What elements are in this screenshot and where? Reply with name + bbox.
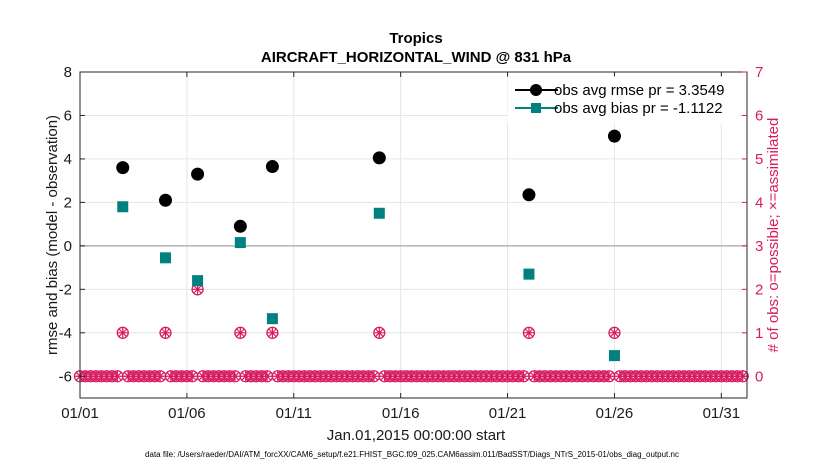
obs-count-assimilated-marker <box>374 327 385 338</box>
obs-count-assimilated-marker <box>267 327 278 338</box>
y-right-tick-label: 6 <box>755 107 763 124</box>
y-right-tick-label: 1 <box>755 325 763 342</box>
y-axis-label: rmse and bias (model - observation) <box>44 115 61 355</box>
rmse-point <box>522 188 536 202</box>
zero-count-assimilated-marker <box>229 371 240 382</box>
legend-bias-marker <box>531 103 541 113</box>
bias-point <box>117 201 129 213</box>
zero-count-assimilated-marker <box>604 371 615 382</box>
obs-count-assimilated-marker <box>235 327 246 338</box>
y-tick-label: 8 <box>64 64 72 81</box>
rmse-point <box>607 129 621 143</box>
y-tick-label: 2 <box>64 194 72 211</box>
y-tick-label: 4 <box>64 151 72 168</box>
y-right-tick-label: 4 <box>755 194 763 211</box>
x-tick-label: 01/31 <box>703 405 741 422</box>
y-tick-label: -6 <box>59 368 72 385</box>
bias-point <box>373 207 385 219</box>
x-tick-label: 01/01 <box>61 405 99 422</box>
obs-count-assimilated-marker <box>523 327 534 338</box>
obs-count-assimilated-marker <box>117 327 128 338</box>
y-tick-label: -4 <box>59 325 72 342</box>
bias-point <box>192 275 204 287</box>
y-tick-label: 0 <box>64 238 72 255</box>
footer-data-file: data file: /Users/raeder/DAI/ATM_forcXX/… <box>145 450 679 459</box>
rmse-point <box>191 167 205 181</box>
bias-point <box>160 252 172 264</box>
obs-count-assimilated-marker <box>609 327 620 338</box>
zero-count-assimilated-marker <box>112 371 123 382</box>
rmse-point <box>265 160 279 174</box>
legend-box <box>507 76 739 124</box>
zero-count-assimilated-marker <box>518 371 529 382</box>
zero-count-possible-marker <box>736 370 749 383</box>
chart-title: Tropics <box>389 30 442 47</box>
bias-point <box>523 268 535 280</box>
rmse-point <box>233 219 247 233</box>
chart-subtitle: AIRCRAFT_HORIZONTAL_WIND @ 831 hPa <box>261 49 572 66</box>
y-right-tick-label: 5 <box>755 151 763 168</box>
obs-count-possible-marker <box>608 326 621 339</box>
y-right-tick-label: 7 <box>755 64 763 81</box>
x-tick-label: 01/26 <box>596 405 634 422</box>
legend-bias-label: obs avg bias pr = -1.1122 <box>554 100 723 117</box>
axis-ticks: 01/01 01/06 01/11 01/16 01/21 01/26 01/31 -6 -4 -… <box>59 64 764 422</box>
bias-point <box>266 313 278 325</box>
bias-point <box>234 237 246 249</box>
rmse-point <box>159 193 173 207</box>
obs-count-possible-marker <box>266 326 279 339</box>
obs-count-possible-marker <box>116 326 129 339</box>
obs-count-possible-marker <box>234 326 247 339</box>
zero-count-assimilated-marker <box>187 371 198 382</box>
zero-count-assimilated-marker <box>262 371 273 382</box>
x-tick-label: 01/16 <box>382 405 420 422</box>
obs-count-assimilated-marker <box>192 284 203 295</box>
y-axis-right-label: # of obs: o=possible; ×=assimilated <box>765 118 782 353</box>
x-tick-label: 01/06 <box>168 405 206 422</box>
obs-count-possible-marker <box>373 326 386 339</box>
y-tick-label: 6 <box>64 107 72 124</box>
axes-box <box>79 71 748 399</box>
obs-count-possible-marker <box>522 326 536 339</box>
y-right-tick-label: 0 <box>755 368 763 385</box>
x-tick-label: 01/21 <box>489 405 527 422</box>
legend: obs avg rmse pr = 3.3549 obs avg bias pr… <box>507 76 739 124</box>
rmse-point <box>372 151 386 165</box>
y-tick-label: -2 <box>59 281 72 298</box>
legend-rmse-label: obs avg rmse pr = 3.3549 <box>554 82 725 99</box>
zero-count-assimilated-marker <box>368 371 379 382</box>
y-right-tick-label: 2 <box>755 281 763 298</box>
obs-count-assimilated-marker <box>160 327 171 338</box>
x-tick-label: 01/11 <box>276 405 312 422</box>
rmse-point <box>116 161 130 175</box>
x-axis-label: Jan.01,2015 00:00:00 start <box>327 427 506 444</box>
legend-rmse-marker <box>530 84 542 96</box>
plot-area <box>73 129 749 383</box>
bias-point <box>608 350 620 362</box>
obs-count-possible-marker <box>159 326 172 339</box>
zero-count-assimilated-marker <box>155 371 166 382</box>
y-right-tick-label: 3 <box>755 238 763 255</box>
